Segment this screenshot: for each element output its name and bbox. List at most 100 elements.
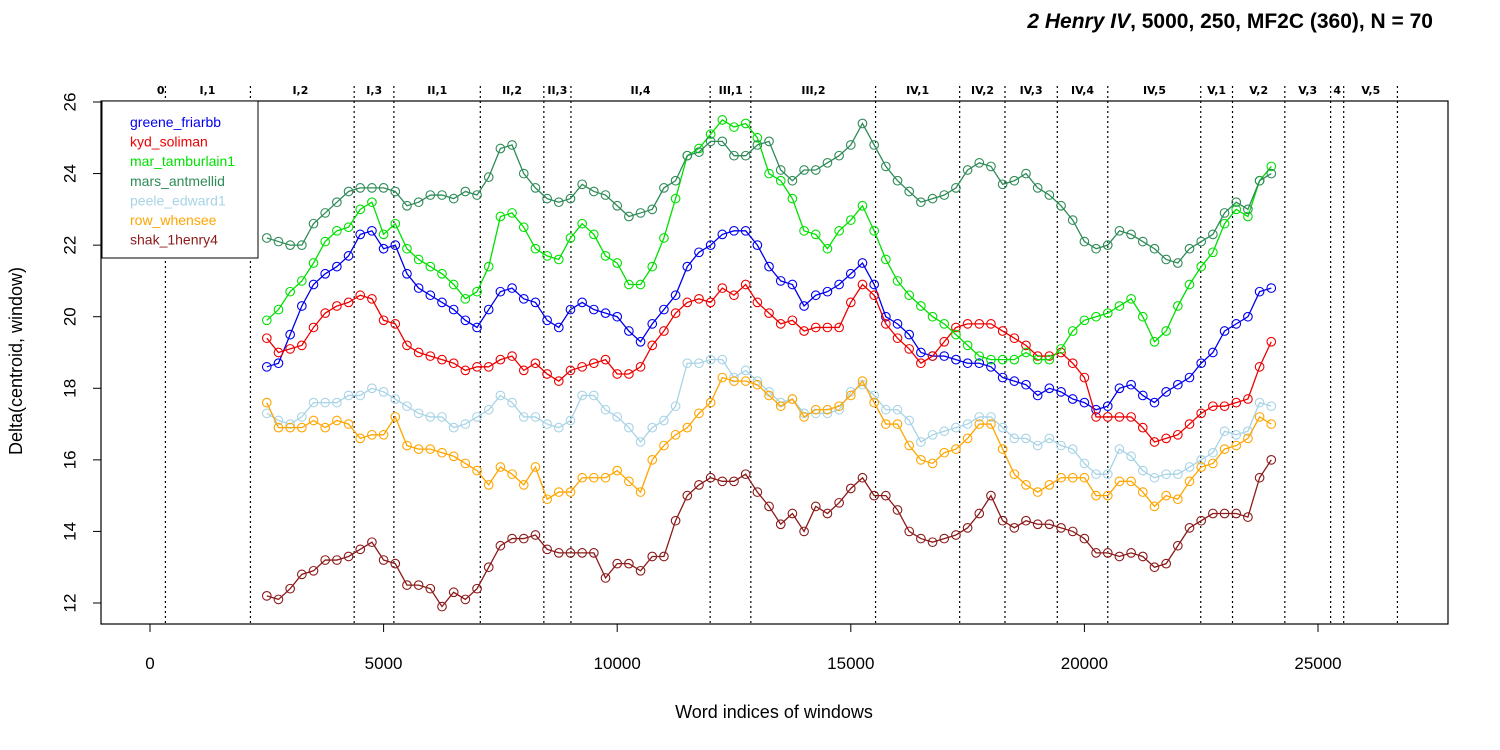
data-point bbox=[845, 297, 856, 308]
data-point bbox=[390, 412, 401, 422]
data-point bbox=[1266, 283, 1277, 293]
data-point bbox=[612, 258, 623, 268]
data-point bbox=[530, 462, 541, 472]
series-peele_edward1 bbox=[261, 354, 1277, 483]
plot-frame bbox=[100, 100, 1449, 625]
x-tick-label: 15000 bbox=[827, 654, 874, 673]
data-point bbox=[1149, 437, 1160, 447]
data-point bbox=[1266, 336, 1277, 347]
data-point bbox=[892, 404, 903, 415]
data-point bbox=[343, 251, 354, 261]
data-point bbox=[530, 297, 541, 308]
data-point bbox=[285, 344, 296, 354]
data-point bbox=[916, 455, 926, 465]
data-point bbox=[1231, 319, 1242, 329]
data-point bbox=[530, 243, 541, 254]
data-point bbox=[1126, 412, 1136, 422]
data-point bbox=[670, 429, 681, 440]
data-point bbox=[483, 361, 494, 372]
data-point bbox=[962, 358, 973, 369]
data-point bbox=[448, 451, 459, 462]
data-point bbox=[752, 140, 763, 150]
data-point bbox=[483, 562, 494, 573]
data-point bbox=[390, 240, 401, 250]
data-point bbox=[822, 286, 833, 297]
data-point bbox=[588, 229, 599, 240]
data-point bbox=[624, 422, 634, 433]
data-point bbox=[1044, 433, 1055, 444]
data-point bbox=[916, 358, 926, 369]
data-point bbox=[986, 319, 996, 329]
data-point bbox=[332, 225, 342, 236]
data-point bbox=[378, 183, 389, 193]
data-point bbox=[390, 558, 401, 569]
data-point bbox=[273, 304, 284, 315]
data-point bbox=[1172, 469, 1183, 480]
data-point bbox=[1172, 258, 1183, 268]
data-point bbox=[308, 397, 319, 408]
data-point bbox=[378, 229, 389, 240]
data-point bbox=[939, 447, 950, 458]
data-point bbox=[1266, 401, 1277, 412]
data-point bbox=[588, 390, 599, 401]
data-point bbox=[694, 147, 704, 157]
legend-items: greene_friarbb kyd_soliman mar_tamburlain1… bbox=[130, 114, 235, 248]
data-point bbox=[1231, 204, 1242, 215]
data-point bbox=[460, 458, 471, 469]
data-point bbox=[659, 551, 669, 562]
data-point bbox=[1114, 412, 1125, 422]
data-point bbox=[565, 193, 576, 204]
data-point bbox=[507, 208, 517, 218]
data-point bbox=[729, 290, 739, 301]
data-point bbox=[939, 351, 950, 361]
data-point bbox=[974, 358, 985, 369]
data-point bbox=[1196, 236, 1207, 247]
data-point bbox=[694, 480, 704, 490]
scene-label: IV,1 bbox=[906, 84, 929, 97]
data-point bbox=[1172, 301, 1183, 311]
data-point bbox=[635, 279, 646, 290]
data-point bbox=[1137, 311, 1148, 322]
data-point bbox=[1243, 433, 1253, 444]
data-point bbox=[775, 165, 786, 175]
data-point bbox=[834, 401, 844, 412]
data-point bbox=[974, 412, 985, 422]
data-point bbox=[355, 290, 366, 301]
data-point bbox=[1254, 286, 1265, 297]
data-point bbox=[682, 261, 693, 272]
data-point bbox=[518, 480, 529, 490]
data-point bbox=[1044, 519, 1055, 530]
data-point bbox=[659, 233, 669, 243]
data-point bbox=[670, 290, 681, 301]
data-point bbox=[717, 229, 728, 240]
data-point bbox=[367, 183, 377, 193]
data-point bbox=[997, 372, 1008, 383]
data-point bbox=[425, 583, 436, 594]
data-point bbox=[986, 490, 996, 501]
data-point bbox=[1161, 433, 1172, 444]
data-point bbox=[1254, 412, 1265, 422]
data-point bbox=[764, 168, 774, 179]
data-point bbox=[1067, 215, 1078, 225]
data-point bbox=[1149, 472, 1160, 483]
data-point bbox=[1208, 247, 1218, 258]
data-point bbox=[343, 297, 354, 308]
data-point bbox=[1114, 444, 1125, 454]
data-point bbox=[1254, 361, 1265, 372]
data-point bbox=[1196, 515, 1207, 526]
data-point bbox=[460, 594, 471, 605]
data-point bbox=[740, 118, 751, 129]
data-point bbox=[1254, 397, 1265, 408]
data-point bbox=[588, 472, 599, 483]
data-point bbox=[612, 311, 623, 322]
data-point bbox=[705, 354, 716, 365]
data-point bbox=[694, 408, 704, 419]
data-point bbox=[1243, 512, 1253, 522]
data-point bbox=[799, 165, 809, 175]
data-point bbox=[822, 243, 833, 254]
data-point bbox=[507, 533, 517, 544]
data-point bbox=[320, 236, 331, 247]
data-point bbox=[437, 447, 447, 458]
data-point bbox=[1102, 240, 1113, 250]
data-point bbox=[787, 279, 798, 290]
